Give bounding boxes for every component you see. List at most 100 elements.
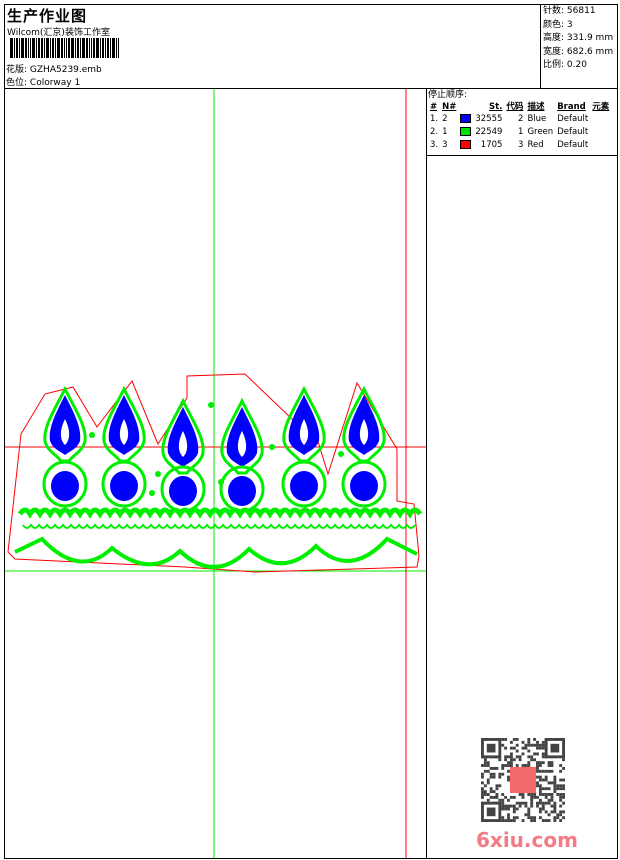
qr-module (562, 778, 565, 782)
qr-module (515, 807, 519, 811)
qr-module (481, 790, 484, 794)
qr-module (504, 746, 508, 750)
motif-inner (119, 419, 129, 445)
qr-module (512, 807, 516, 811)
table-row: 3. 3 1705 3 Red Default (430, 140, 589, 150)
qr-module (509, 764, 513, 767)
qr-module (515, 738, 519, 741)
qr-module (483, 758, 487, 762)
col-needle: N# (442, 102, 457, 112)
qr-module (501, 801, 505, 805)
qr-module (559, 793, 563, 796)
dot (155, 471, 161, 477)
qr-module (538, 790, 542, 794)
qr-module (562, 758, 565, 762)
qr-module (559, 787, 563, 791)
qr-module (486, 778, 490, 782)
drop-fill-blue (169, 476, 197, 506)
qr-module (486, 781, 490, 785)
qr-module (544, 801, 548, 805)
table-row: 1. 2 32555 2 Blue Default (430, 114, 589, 124)
qr-module (530, 755, 534, 759)
qr-module (527, 810, 531, 814)
qr-module (521, 795, 525, 799)
qr-module (550, 769, 554, 773)
qr-module (486, 764, 490, 767)
qr-module (512, 746, 516, 750)
qr-module (562, 816, 565, 820)
qr-module (489, 766, 493, 770)
embroidery-preview (5, 89, 426, 858)
qr-module (536, 764, 539, 767)
qr-module (536, 784, 539, 788)
qr-module (536, 740, 539, 744)
qr-module (550, 798, 554, 802)
qr-module (489, 795, 493, 799)
qr-module (547, 769, 551, 773)
qr-module (538, 761, 542, 765)
dot (218, 479, 224, 485)
qr-code (481, 738, 565, 822)
qr-module (553, 775, 557, 779)
qr-module (562, 795, 565, 799)
qr-module (504, 795, 508, 799)
qr-module (501, 816, 505, 820)
qr-module (530, 804, 534, 808)
dot (208, 402, 214, 408)
col-stitches: St. (489, 102, 503, 112)
stat-width: 宽度: 682.6 mm (543, 46, 614, 57)
qr-module (538, 807, 542, 811)
qr-module (501, 819, 505, 822)
qr-module (509, 755, 513, 759)
qr-module (541, 769, 545, 773)
qr-module (533, 752, 537, 756)
motif-inner (237, 431, 247, 457)
drop-fill-blue (110, 471, 138, 501)
qr-module (541, 793, 545, 796)
qr-module (518, 801, 522, 805)
qr-module (530, 743, 534, 747)
stop-sequence-title: 停止顺序: (428, 90, 468, 100)
qr-module (536, 775, 539, 779)
qr-module (515, 743, 519, 747)
qr-module (521, 819, 525, 822)
qr-module (530, 801, 534, 805)
qr-module (524, 764, 528, 767)
qr-module (527, 738, 531, 741)
qr-module (538, 778, 542, 782)
qr-module (536, 804, 539, 808)
qr-module (559, 795, 563, 799)
qr-module (541, 819, 545, 822)
qr-finder (486, 807, 496, 817)
qr-module (507, 755, 510, 759)
qr-module (524, 801, 528, 805)
qr-module (481, 793, 484, 796)
qr-module (536, 781, 539, 785)
qr-module (498, 772, 502, 776)
watermark-logo: 6xiu.com (476, 828, 578, 852)
qr-module (547, 819, 551, 822)
drop-fill-blue (228, 476, 256, 506)
qr-module (530, 819, 534, 822)
qr-module (538, 769, 542, 773)
qr-module (533, 816, 537, 820)
qr-module (495, 793, 499, 796)
qr-module (495, 795, 499, 799)
qr-module (507, 807, 510, 811)
qr-module (559, 764, 563, 767)
qr-module (489, 772, 493, 776)
qr-module (541, 801, 545, 805)
qr-module (521, 793, 525, 796)
qr-module (530, 798, 534, 802)
info-panel: 停止顺序: # N# St. 代码 描述 Brand 元素 1. 2 32555 2 B… (426, 89, 618, 859)
qr-module (507, 804, 510, 808)
qr-module (509, 758, 513, 762)
qr-module (559, 804, 563, 808)
qr-module (504, 738, 508, 741)
color-swatch (460, 114, 472, 123)
dot (269, 444, 275, 450)
qr-module (501, 793, 505, 796)
qr-module (486, 769, 490, 773)
qr-module (562, 766, 565, 770)
motif-inner (60, 419, 70, 445)
